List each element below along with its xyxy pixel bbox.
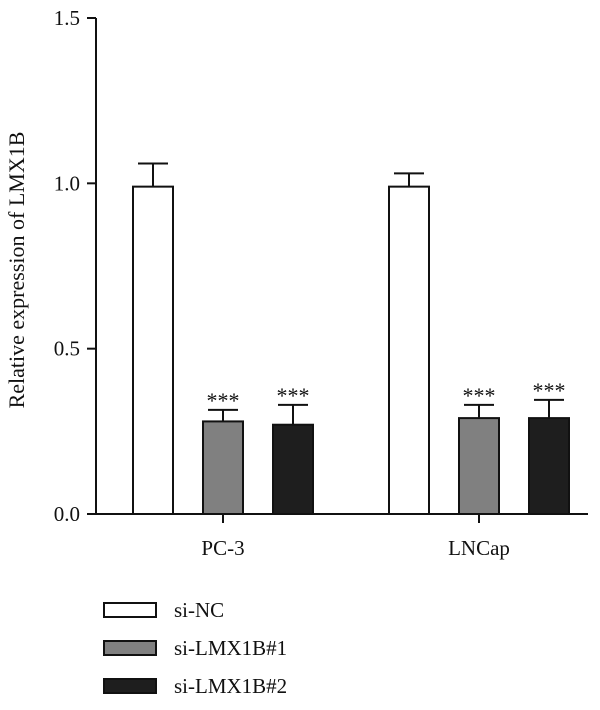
y-tick-label: 1.0: [54, 171, 80, 195]
significance-label: ***: [533, 378, 566, 403]
significance-label: ***: [277, 383, 310, 408]
significance-label: ***: [463, 383, 496, 408]
legend-swatch: [103, 602, 157, 618]
bar: [132, 185, 174, 515]
bar: [388, 185, 430, 515]
bar: [272, 423, 314, 515]
legend: si-NC si-LMX1B#1 si-LMX1B#2: [103, 598, 287, 698]
bar: [458, 417, 500, 515]
y-tick-label: 0.5: [54, 337, 80, 361]
y-axis-label: Relative expression of LMX1B: [4, 132, 29, 409]
bars: *** *** *** ***: [132, 162, 570, 515]
legend-label: si-NC: [174, 598, 224, 622]
bar: [202, 420, 244, 515]
bar: [528, 417, 570, 515]
y-tick-label: 1.5: [54, 6, 80, 30]
legend-swatch: [103, 640, 157, 656]
axes: 0.0 0.5 1.0 1.5 PC-3 LNCap: [54, 6, 588, 560]
y-tick-label: 0.0: [54, 502, 80, 526]
legend-swatch: [103, 678, 157, 694]
legend-label: si-LMX1B#2: [174, 674, 287, 698]
x-tick-label: PC-3: [201, 536, 244, 560]
x-tick-label: LNCap: [448, 536, 510, 560]
legend-label: si-LMX1B#1: [174, 636, 287, 660]
significance-label: ***: [207, 388, 240, 413]
